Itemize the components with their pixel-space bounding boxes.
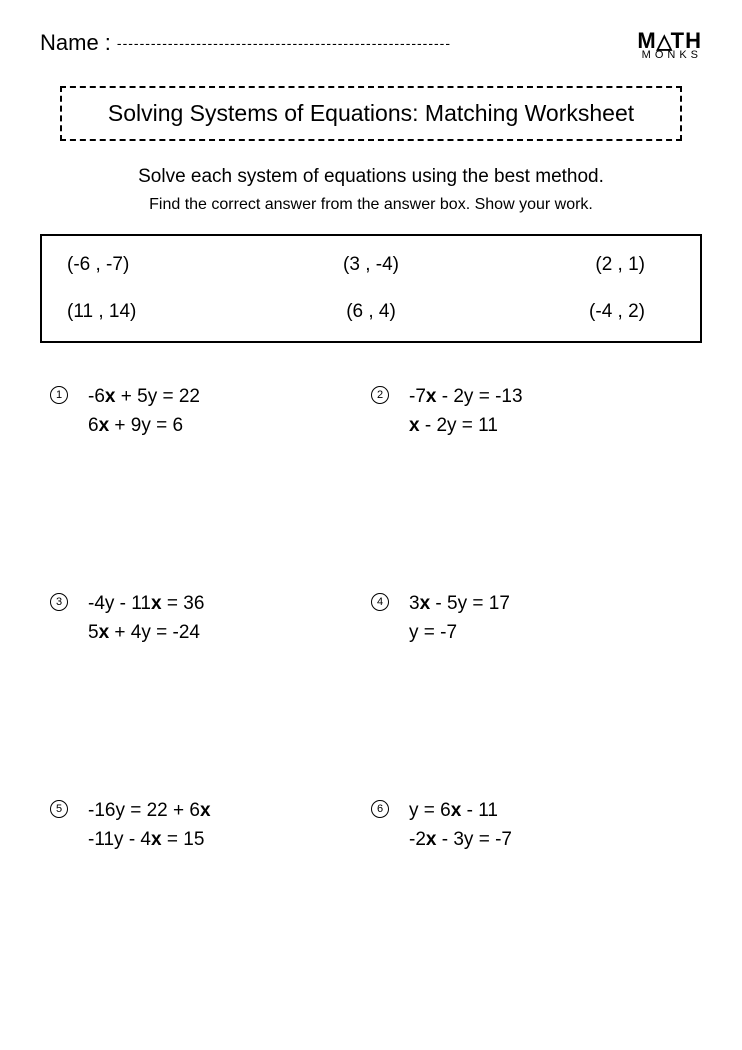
equations: -6x + 5y = 22 6x + 9y = 6 (88, 383, 200, 440)
problem: 4 3x - 5y = 17 y = -7 (371, 590, 692, 647)
equations: -4y - 11x = 36 5x + 4y = -24 (88, 590, 204, 647)
equation: -2x - 3y = -7 (409, 826, 512, 855)
problem-row: 3 -4y - 11x = 36 5x + 4y = -24 4 3x - 5y… (50, 590, 692, 647)
problem-number: 1 (50, 386, 68, 404)
answer-option: (-6 , -7) (67, 254, 268, 276)
answer-option: (-4 , 2) (474, 301, 675, 323)
equations: y = 6x - 11 -2x - 3y = -7 (409, 797, 512, 854)
equation: 5x + 4y = -24 (88, 619, 204, 648)
problem: 3 -4y - 11x = 36 5x + 4y = -24 (50, 590, 371, 647)
problem-number: 5 (50, 800, 68, 818)
equation: -16y = 22 + 6x (88, 797, 211, 826)
equation: -7x - 2y = -13 (409, 383, 523, 412)
equation: -4y - 11x = 36 (88, 590, 204, 619)
answer-option: (11 , 14) (67, 301, 268, 323)
problem-number: 2 (371, 386, 389, 404)
problem: 6 y = 6x - 11 -2x - 3y = -7 (371, 797, 692, 854)
answer-row: (11 , 14) (6 , 4) (-4 , 2) (67, 301, 675, 323)
equation: y = 6x - 11 (409, 797, 512, 826)
logo-triangle-a (657, 30, 671, 52)
problem-number: 3 (50, 593, 68, 611)
answer-option: (2 , 1) (474, 254, 675, 276)
instruction-text: Solve each system of equations using the… (40, 166, 702, 188)
problem: 2 -7x - 2y = -13 x - 2y = 11 (371, 383, 692, 440)
header: Name : ---------------------------------… (40, 30, 702, 61)
problems-section: 1 -6x + 5y = 22 6x + 9y = 6 2 -7x - 2y =… (40, 383, 702, 854)
equation: 6x + 9y = 6 (88, 412, 200, 441)
equation: y = -7 (409, 619, 510, 648)
equation: -11y - 4x = 15 (88, 826, 211, 855)
answer-box: (-6 , -7) (3 , -4) (2 , 1) (11 , 14) (6 … (40, 234, 702, 343)
worksheet-title: Solving Systems of Equations: Matching W… (60, 86, 682, 141)
problem-number: 4 (371, 593, 389, 611)
problem: 1 -6x + 5y = 22 6x + 9y = 6 (50, 383, 371, 440)
equation: -6x + 5y = 22 (88, 383, 200, 412)
subinstruction-text: Find the correct answer from the answer … (40, 196, 702, 214)
problem: 5 -16y = 22 + 6x -11y - 4x = 15 (50, 797, 371, 854)
equation: 3x - 5y = 17 (409, 590, 510, 619)
answer-option: (6 , 4) (271, 301, 472, 323)
equation: x - 2y = 11 (409, 412, 523, 441)
logo: MTH MONKS (637, 30, 702, 61)
problem-row: 5 -16y = 22 + 6x -11y - 4x = 15 6 y = 6x… (50, 797, 692, 854)
answer-option: (3 , -4) (271, 254, 472, 276)
equations: 3x - 5y = 17 y = -7 (409, 590, 510, 647)
problem-number: 6 (371, 800, 389, 818)
equations: -16y = 22 + 6x -11y - 4x = 15 (88, 797, 211, 854)
name-field: Name : ---------------------------------… (40, 30, 451, 56)
answer-row: (-6 , -7) (3 , -4) (2 , 1) (67, 254, 675, 276)
problem-row: 1 -6x + 5y = 22 6x + 9y = 6 2 -7x - 2y =… (50, 383, 692, 440)
name-blank-line[interactable]: ----------------------------------------… (117, 35, 451, 51)
name-label: Name : (40, 30, 111, 56)
equations: -7x - 2y = -13 x - 2y = 11 (409, 383, 523, 440)
